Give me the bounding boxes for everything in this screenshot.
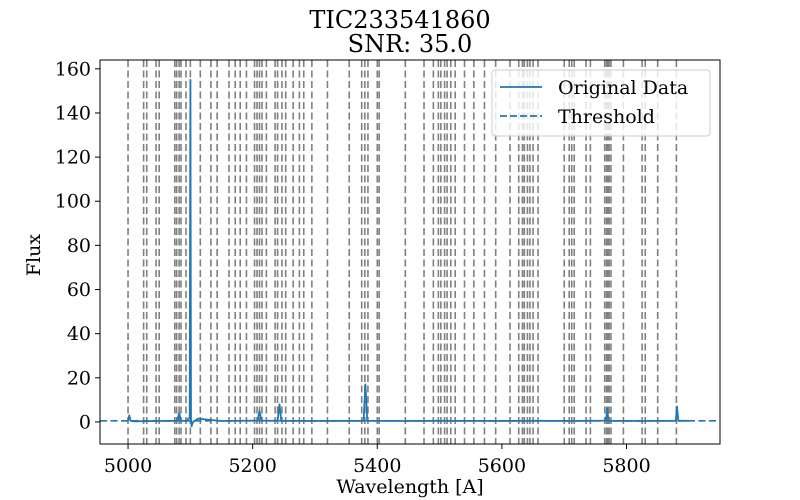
chart-title: TIC233541860 [309, 6, 490, 34]
legend-threshold-label: Threshold [558, 106, 655, 128]
chart-subtitle: SNR: 35.0 [348, 30, 473, 58]
y-tick-label: 160 [55, 58, 91, 80]
y-tick-label: 120 [55, 147, 91, 169]
data-series-original-data [127, 79, 689, 428]
y-ticks: 0 20 40 60 80 100 120 140 160 [55, 58, 100, 433]
y-tick-label: 60 [67, 279, 91, 301]
x-tick-label: 5600 [478, 455, 526, 477]
y-tick-label: 0 [79, 411, 91, 433]
y-tick-label: 80 [67, 235, 91, 257]
plot-frame [99, 59, 721, 445]
x-tick-label: 5800 [602, 455, 650, 477]
x-tick-label: 5400 [353, 455, 401, 477]
y-tick-label: 140 [55, 102, 91, 124]
series-layer [127, 79, 689, 428]
x-axis-label: Wavelength [A] [336, 476, 483, 498]
legend: Original Data Threshold [491, 69, 711, 137]
x-tick-label: 5200 [228, 455, 276, 477]
y-tick-label: 100 [55, 191, 91, 213]
x-ticks: 5000 5200 5400 5600 5800 [104, 444, 651, 477]
x-tick-label: 5000 [104, 455, 152, 477]
y-tick-label: 20 [67, 367, 91, 389]
legend-box [491, 69, 711, 137]
legend-original-data-label: Original Data [558, 77, 688, 99]
y-axis-label: Flux [23, 234, 45, 276]
y-tick-label: 40 [67, 323, 91, 345]
